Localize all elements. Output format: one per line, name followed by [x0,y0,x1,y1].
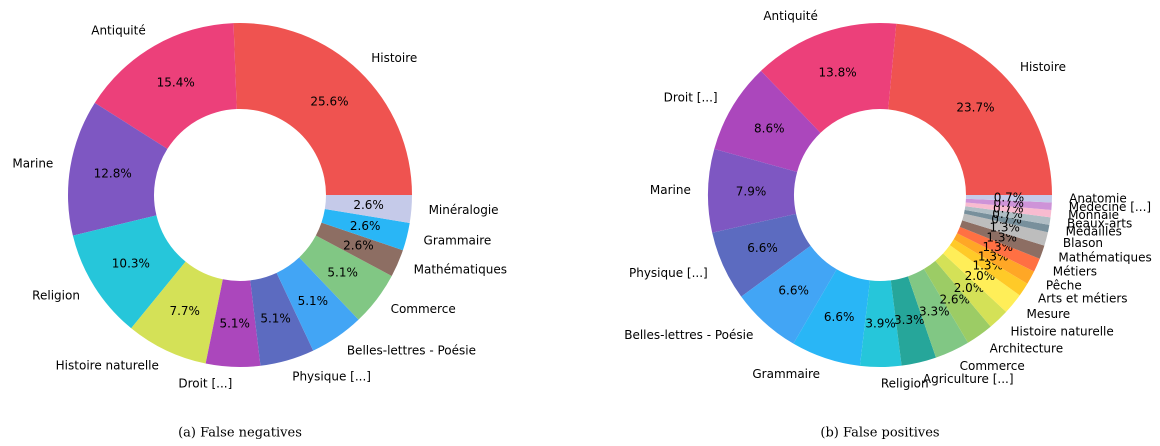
value-label: 5.1% [298,294,329,308]
slice [708,148,798,233]
slice-label: Histoire naturelle [56,358,159,372]
slice [131,261,223,364]
slice-label: Beaux-arts [1067,216,1132,230]
value-label: 2.0% [965,269,996,283]
slice-label: Belles-lettres - Poésie [347,344,476,358]
slice-label: Grammaire [752,367,820,381]
value-label: 13.8% [819,66,857,80]
slice-label: Marine [12,157,53,171]
value-label: 3.9% [865,316,896,330]
value-label: 5.1% [327,266,358,280]
value-label: 6.6% [778,283,809,297]
value-label: 2.6% [343,239,374,253]
caption: (a) False negatives [178,426,302,441]
slice-label: Droit [...] [178,377,232,391]
value-label: 23.7% [956,101,994,115]
slice-label: Belles-lettres - Poésie [624,328,753,342]
slice [907,268,969,358]
slice [714,70,821,172]
slice [935,253,1007,327]
slice [943,245,1020,312]
slice-label: Médecine [...] [1069,200,1151,214]
slice-label: Mesure [1027,307,1071,321]
slice [957,226,1040,272]
slice [250,272,314,366]
slice-label: Grammaire [424,233,492,247]
value-label: 2.6% [939,293,970,307]
slice-label: Mathématiques [1058,250,1151,264]
slice [962,213,1048,246]
slice-label: Minéralogie [429,203,499,217]
slice-label: Religion [881,377,929,391]
value-label: 5.1% [260,311,291,325]
slice-label: Mathématiques [414,263,507,277]
slice [67,102,168,236]
value-label: 5.1% [219,316,250,330]
slice-label: Médailles [1066,224,1122,238]
value-label: 15.4% [157,76,195,90]
value-label: 0.7% [994,190,1025,204]
slice [205,279,261,367]
slice-label: Anatomie [1069,192,1127,206]
slice [741,245,837,344]
value-label: 2.6% [350,219,381,233]
slice [233,22,412,195]
value-label: 10.3% [112,256,150,270]
slice [299,235,392,320]
slice-label: Physique [...] [629,266,708,280]
slice-label: Commerce [960,359,1025,373]
slice [953,233,1035,284]
slice [72,215,186,329]
slice [324,195,412,223]
slice [964,206,1051,225]
slice-label: Métiers [1053,265,1097,279]
slice-label: Antiquité [91,23,146,37]
slice [712,213,811,297]
slice [793,269,870,366]
slice-label: Antiquité [763,9,818,23]
slice-label: Commerce [391,302,456,316]
caption: (b) False positives [820,426,939,441]
value-label: 3.3% [894,313,925,327]
value-label: 6.6% [747,241,778,255]
slice-label: Monnaie [1068,208,1119,222]
slice [315,222,403,276]
slice [94,23,237,149]
value-label: 8.6% [754,121,785,135]
slice [959,220,1045,259]
value-label: 7.9% [736,184,767,198]
slice-label: Physique [...] [292,369,371,383]
slice [965,202,1052,218]
slice-label: Droit [...] [664,90,718,104]
slice-label: Pêche [1046,278,1082,292]
slice [888,23,1052,195]
value-label: 12.8% [94,167,132,181]
slice-label: Histoire [1020,60,1066,74]
slice-label: Architecture [990,342,1063,356]
slice [276,257,359,351]
slice [965,198,1052,210]
slice-label: Agriculture [...] [923,372,1014,386]
slice [963,209,1050,233]
slice-label: Histoire [371,51,417,65]
value-label: 7.7% [169,304,200,318]
slice [949,239,1028,296]
slice-label: Blason [1063,236,1103,250]
value-label: 6.6% [824,310,855,324]
slice [924,260,991,343]
slice [890,276,936,366]
value-label: 2.6% [353,198,384,212]
value-label: 25.6% [310,95,348,109]
slice-label: Religion [32,288,80,302]
slice [760,22,897,133]
slice [965,195,1052,203]
value-label: 3.3% [919,305,950,319]
slice [321,208,410,251]
slice-label: Histoire naturelle [1011,324,1114,338]
slice [859,280,902,367]
slice-label: Marine [650,183,691,197]
slice-label: Arts et métiers [1038,292,1128,306]
